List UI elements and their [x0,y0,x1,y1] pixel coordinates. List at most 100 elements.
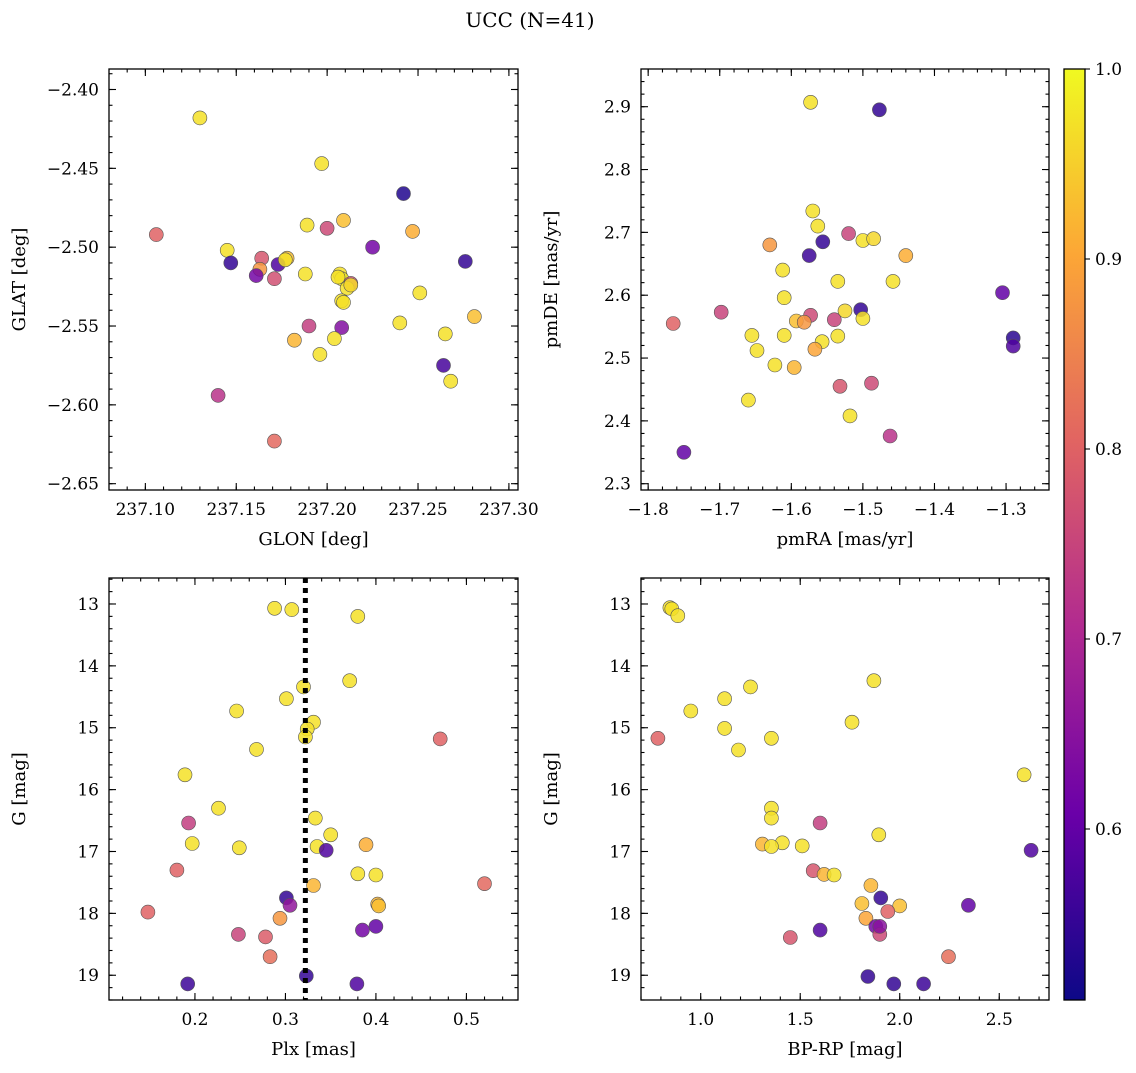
data-point [349,976,365,992]
data-point [803,95,818,110]
data-point [437,326,453,342]
data-point [277,252,293,268]
data-point [350,866,366,882]
data-point [864,375,879,391]
data-point [844,714,860,730]
data-point [149,227,164,242]
data-point [267,433,282,449]
y-tick-label: 2.9 [604,98,631,118]
y-tick-label: 16 [609,781,631,801]
x-tick-label: 2.0 [886,1010,913,1030]
y-tick-label: 14 [77,657,99,677]
data-point [365,239,380,255]
data-point [805,203,821,219]
y-tick-label: −2.65 [47,475,99,495]
data-point [301,318,317,334]
data-point [192,110,208,126]
x-tick-label: 237.20 [297,500,356,520]
y-tick-label: 2.5 [604,349,631,369]
data-point [886,976,902,992]
data-point [306,878,321,893]
x-axis-label: pmRA [mas/yr] [777,529,914,550]
x-tick-label: −1.4 [914,500,955,520]
data-point [764,810,779,826]
data-point [717,691,732,707]
data-point [767,357,783,373]
data-point [854,896,870,911]
data-point [873,890,889,906]
y-tick-label: 2.4 [604,412,631,432]
data-point [676,444,692,460]
data-point [184,836,200,851]
data-point [299,217,315,233]
data-point [837,303,853,319]
data-point [180,976,195,992]
data-point [812,922,828,938]
y-tick-label: 17 [77,842,99,862]
data-point [223,255,239,271]
data-point [368,867,384,883]
y-tick-label: 2.3 [604,475,631,495]
colorbar: 0.6 0.7 0.8 0.9 1.0 [1063,60,1122,1001]
data-point [860,969,876,984]
colorbar-tick-label: 1.0 [1095,60,1122,80]
data-point [665,316,681,331]
data-point [443,373,459,389]
data-point [336,295,351,310]
colorbar-tick-label: 0.8 [1095,440,1122,460]
data-point [330,269,346,285]
data-point [866,673,882,689]
y-tick-label: 2.8 [604,161,631,181]
data-point [396,186,411,201]
x-axis-label: BP-RP [mag] [787,1039,902,1060]
data-point [776,290,792,306]
data-point [249,742,264,757]
data-point [794,838,810,854]
data-point [871,827,887,843]
y-axis-label: pmDE [mas/yr] [541,211,562,349]
y-tick-label: 13 [609,595,631,615]
x-tick-label: 237.15 [207,500,266,520]
data-point [916,976,931,992]
y-tick-label: −2.40 [47,80,99,100]
data-point [262,949,278,965]
x-tick-label: −1.6 [771,500,812,520]
x-tick-label: 0.3 [272,1010,299,1030]
y-tick-label: 18 [77,904,99,924]
data-point [231,927,246,942]
data-point [815,234,831,250]
x-tick-label: −1.3 [985,500,1026,520]
data-point [272,910,288,926]
data-point [855,311,871,326]
x-axis-label: GLON [deg] [258,529,368,550]
data-point [248,268,264,283]
x-tick-label: 237.30 [479,500,538,520]
data-point [287,332,302,348]
colorbar-tick-label: 0.7 [1095,630,1122,650]
data-point [762,237,778,253]
data-point [319,221,335,236]
data-point [307,810,323,826]
y-tick-label: 19 [609,966,631,986]
data-point [177,767,193,783]
data-point [880,904,896,919]
data-point [892,898,908,914]
plot-frame [108,577,519,1001]
data-point [731,742,746,758]
x-tick-label: 1.5 [787,1010,814,1030]
data-point [284,602,300,617]
x-tick-label: 1.0 [687,1010,714,1030]
data-point [882,428,898,444]
data-point [830,274,846,289]
data-point [355,922,370,938]
data-point [830,328,846,344]
colorbar-gradient [1064,69,1085,1000]
data-point [1016,767,1032,783]
scatter-panel-3: 0.2 0.3 0.4 0.5 13 14 15 16 17 18 19 Plx [mas] G [ma… [9,577,519,1060]
data-point [832,378,848,394]
y-tick-label: 15 [609,719,631,739]
y-tick-label: −2.50 [47,238,99,258]
y-axis-label: G [mag] [541,752,562,825]
y-tick-label: 17 [609,842,631,862]
